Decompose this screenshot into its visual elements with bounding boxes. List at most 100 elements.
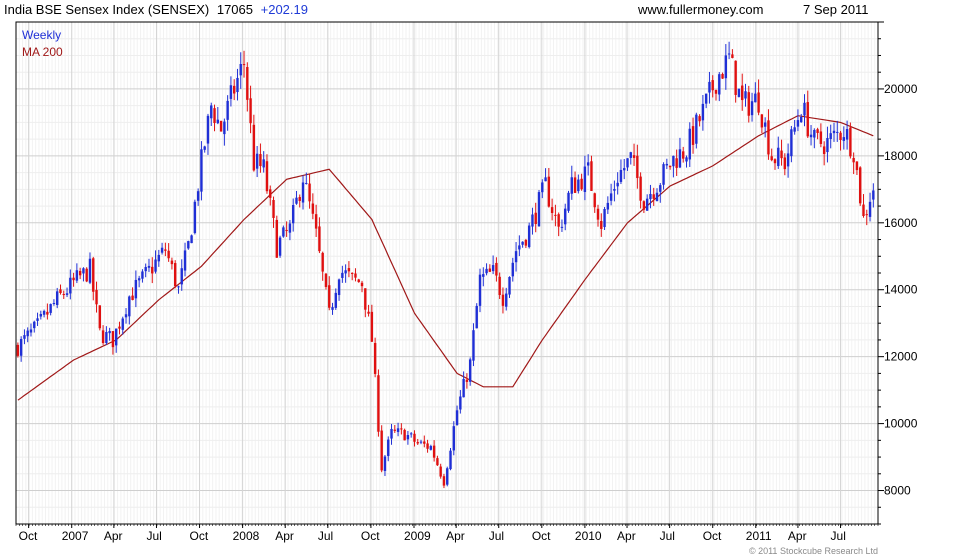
weekly-bar-body	[101, 330, 105, 343]
weekly-bar-body	[226, 100, 229, 120]
weekly-bar-body	[423, 441, 426, 444]
weekly-bar-body	[134, 279, 138, 299]
weekly-bar-body	[567, 192, 570, 211]
weekly-bar-body	[337, 279, 341, 296]
weekly-bar-body	[409, 433, 413, 435]
weekly-bar-body	[580, 178, 583, 190]
weekly-bar-body	[278, 237, 282, 256]
y-tick-label: 20000	[884, 82, 918, 96]
weekly-bar-body	[344, 270, 347, 274]
weekly-bar-body	[232, 85, 236, 94]
weekly-bar-body	[593, 193, 596, 208]
weekly-bar-body	[737, 88, 741, 97]
weekly-bar-body	[849, 127, 852, 157]
weekly-bar-body	[49, 304, 52, 313]
weekly-bar-body	[524, 240, 528, 246]
weekly-bar-body	[485, 268, 488, 274]
weekly-bar-body	[616, 182, 619, 187]
weekly-bar-body	[272, 200, 275, 218]
weekly-bar-body	[704, 93, 708, 104]
weekly-bar-body	[711, 80, 714, 91]
legend-weekly: Weekly	[22, 28, 61, 42]
weekly-bar-body	[193, 201, 197, 234]
weekly-bar-body	[645, 198, 649, 211]
weekly-bar-body	[491, 265, 495, 272]
weekly-bar-body	[400, 428, 403, 430]
weekly-bar-body	[573, 177, 577, 193]
x-tick-label: 2008	[233, 529, 260, 543]
weekly-bar-body	[832, 130, 836, 134]
weekly-bar-body	[429, 446, 433, 450]
weekly-bar-body	[678, 149, 682, 168]
weekly-bar-body	[318, 226, 321, 252]
weekly-bar-body	[416, 442, 419, 444]
weekly-bar-body	[373, 342, 377, 374]
weekly-bar-body	[685, 157, 688, 162]
x-axis: Oct 2007 Apr Jul Oct 2008 Apr Jul Oct 2009 Apr Jul O…	[15, 524, 879, 543]
weekly-bar-body	[564, 208, 567, 225]
grid	[15, 21, 879, 525]
weekly-bar-body	[570, 177, 573, 194]
weekly-bar-body	[822, 146, 826, 154]
weekly-bar-body	[321, 252, 324, 272]
copyright: © 2011 Stockcube Research Ltd	[749, 546, 878, 556]
y-tick-label: 16000	[884, 216, 918, 230]
weekly-bar-body	[586, 162, 590, 166]
x-tick-label: Oct	[190, 529, 209, 543]
weekly-bar-body	[577, 179, 580, 192]
weekly-bar-body	[219, 120, 223, 132]
weekly-bar-body	[675, 158, 678, 168]
weekly-bar-body	[629, 152, 632, 158]
y-tick-label: 18000	[884, 149, 918, 163]
weekly-bar-body	[239, 64, 242, 76]
weekly-bar-body	[128, 296, 131, 317]
weekly-bar-body	[862, 204, 865, 216]
weekly-bar-body	[642, 201, 646, 210]
weekly-bar-body	[809, 134, 813, 138]
weekly-bar-body	[167, 250, 170, 259]
weekly-bar-body	[691, 126, 695, 145]
weekly-bar-body	[495, 262, 498, 276]
x-tick-label: Apr	[275, 529, 294, 543]
weekly-bar-body	[701, 103, 705, 121]
weekly-bar-body	[147, 265, 151, 268]
weekly-bar-body	[698, 116, 701, 122]
weekly-bar-body	[708, 81, 711, 93]
weekly-bar-body	[406, 435, 410, 440]
weekly-bar-body	[367, 311, 370, 314]
weekly-bar-body	[446, 468, 449, 485]
weekly-bar-body	[560, 226, 564, 228]
weekly-bar-body	[626, 158, 629, 168]
weekly-bar-body	[816, 129, 819, 133]
weekly-bar-body	[714, 89, 718, 94]
weekly-bar-body	[695, 114, 698, 144]
weekly-bar-body	[200, 149, 203, 192]
weekly-bar-body	[590, 161, 593, 191]
weekly-bar-body	[852, 157, 855, 163]
weekly-bar-body	[98, 305, 102, 329]
weekly-bar-body	[478, 274, 482, 306]
x-tick-label: 2009	[404, 529, 431, 543]
weekly-bar-body	[514, 251, 518, 263]
weekly-bar-body	[311, 203, 315, 214]
weekly-bar-body	[465, 379, 469, 382]
weekly-bar-body	[659, 185, 662, 192]
weekly-bar-body	[114, 328, 118, 346]
weekly-bar-body	[662, 164, 665, 185]
x-tick-label: 2011	[746, 529, 772, 543]
weekly-bar-body	[419, 441, 423, 443]
weekly-bar-body	[85, 268, 88, 282]
x-tick-label: Jul	[318, 529, 333, 543]
weekly-bar-body	[554, 214, 557, 216]
weekly-bar-body	[383, 456, 387, 471]
x-tick-label: Jul	[489, 529, 504, 543]
price-bars	[16, 41, 875, 489]
weekly-bar-body	[275, 219, 279, 258]
weekly-bar-body	[308, 183, 311, 202]
weekly-bar-body	[301, 182, 305, 203]
weekly-bar-body	[364, 288, 367, 310]
weekly-bar-body	[23, 335, 26, 339]
weekly-bar-body	[26, 330, 29, 337]
weekly-bar-body	[547, 176, 551, 207]
weekly-bar-body	[370, 311, 374, 342]
